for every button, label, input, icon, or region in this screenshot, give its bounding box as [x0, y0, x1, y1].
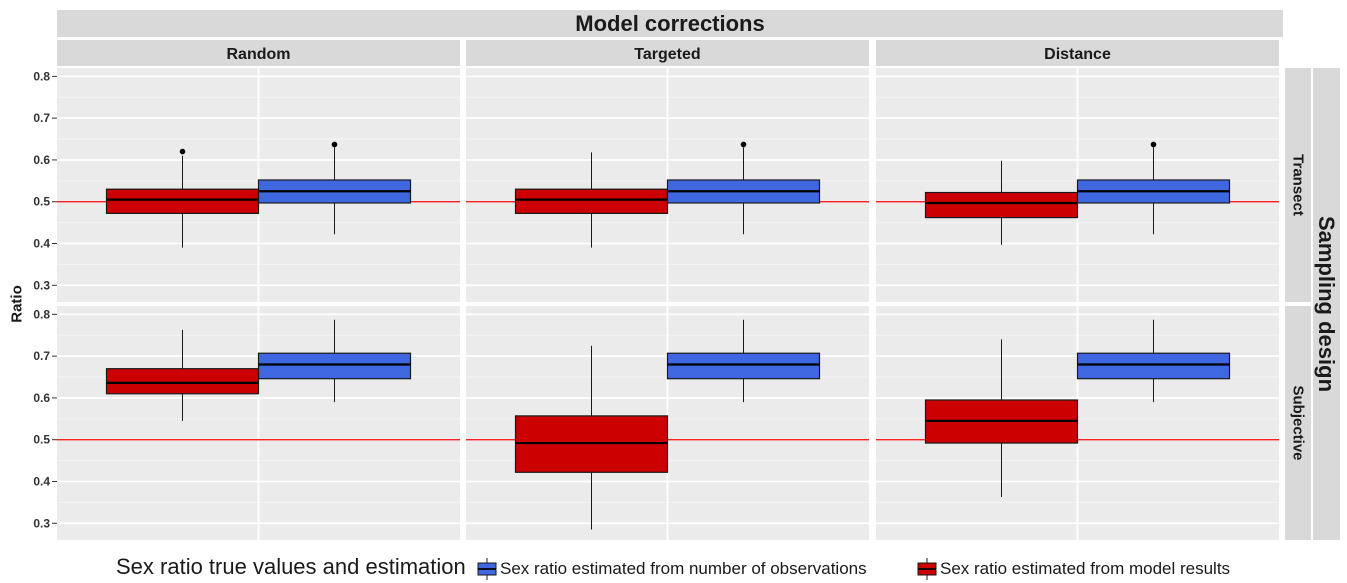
y-tick-label: 0.6: [33, 391, 50, 405]
col-strip-bg: [466, 40, 869, 66]
panel-transect-random: [57, 68, 460, 302]
box-model: [105, 148, 260, 248]
panel-subjective-targeted: [466, 306, 869, 540]
col-strip-title-bg: [57, 10, 1283, 37]
col-strip-title: Model corrections: [575, 11, 764, 36]
box-model: [514, 152, 669, 248]
y-tick-label: 0.7: [33, 349, 50, 363]
row-strip-label-subjective: Subjective: [1290, 385, 1307, 460]
y-tick-label: 0.7: [33, 111, 50, 125]
box-body: [257, 352, 412, 380]
legend-label-obs: Sex ratio estimated from number of obser…: [500, 559, 867, 578]
box-obs: [257, 141, 412, 235]
col-strip-label-distance: Distance: [1044, 46, 1111, 63]
col-strip-bg: [876, 40, 1279, 66]
box-model: [105, 329, 260, 421]
y-tick-label: 0.8: [33, 307, 50, 321]
box-model: [514, 345, 669, 530]
row-strip-bg: [1285, 306, 1311, 540]
box-obs: [1076, 141, 1231, 235]
legend-title: Sex ratio true values and estimation: [116, 554, 466, 579]
box-body: [924, 191, 1079, 219]
box-obs: [257, 319, 412, 403]
y-axis-title: Ratio: [9, 285, 26, 323]
col-strip-label-targeted: Targeted: [634, 46, 700, 63]
box-outlier: [331, 141, 338, 148]
col-strip-bg: [57, 40, 460, 66]
box-obs: [666, 141, 821, 235]
y-tick-label: 0.5: [33, 433, 50, 447]
legend-key-model: [917, 558, 937, 580]
box-obs: [1076, 319, 1231, 403]
row-strip-label-transect: Transect: [1290, 154, 1307, 216]
y-tick-label: 0.3: [33, 516, 50, 530]
legend-key-obs: [477, 558, 497, 580]
box-body: [105, 188, 260, 215]
legend-label-model: Sex ratio estimated from model results: [940, 559, 1230, 578]
box-obs: [666, 319, 821, 403]
box-body: [666, 352, 821, 380]
legend: Sex ratio true values and estimation Sex…: [116, 554, 1230, 580]
panel-subjective-distance: [876, 306, 1279, 540]
y-tick-label: 0.5: [33, 195, 50, 209]
y-tick-label: 0.4: [33, 237, 50, 251]
box-body: [514, 188, 669, 215]
box-outlier: [1150, 141, 1157, 148]
row-strip-title: Sampling design: [1314, 216, 1339, 392]
box-outlier: [740, 141, 747, 148]
y-tick-label: 0.4: [33, 475, 50, 489]
y-tick-label: 0.6: [33, 153, 50, 167]
row-strip-title-bg: [1313, 68, 1340, 540]
panel-transect-distance: [876, 68, 1279, 302]
y-tick-label: 0.8: [33, 69, 50, 83]
panel-subjective-random: [57, 306, 460, 540]
box-model: [924, 160, 1079, 245]
box-outlier: [179, 148, 186, 155]
panel-transect-targeted: [466, 68, 869, 302]
box-model: [924, 339, 1079, 497]
box-body: [1076, 352, 1231, 380]
col-strip-label-random: Random: [227, 46, 291, 63]
row-strip-bg: [1285, 68, 1311, 302]
box-body: [105, 368, 260, 395]
y-tick-label: 0.3: [33, 278, 50, 292]
